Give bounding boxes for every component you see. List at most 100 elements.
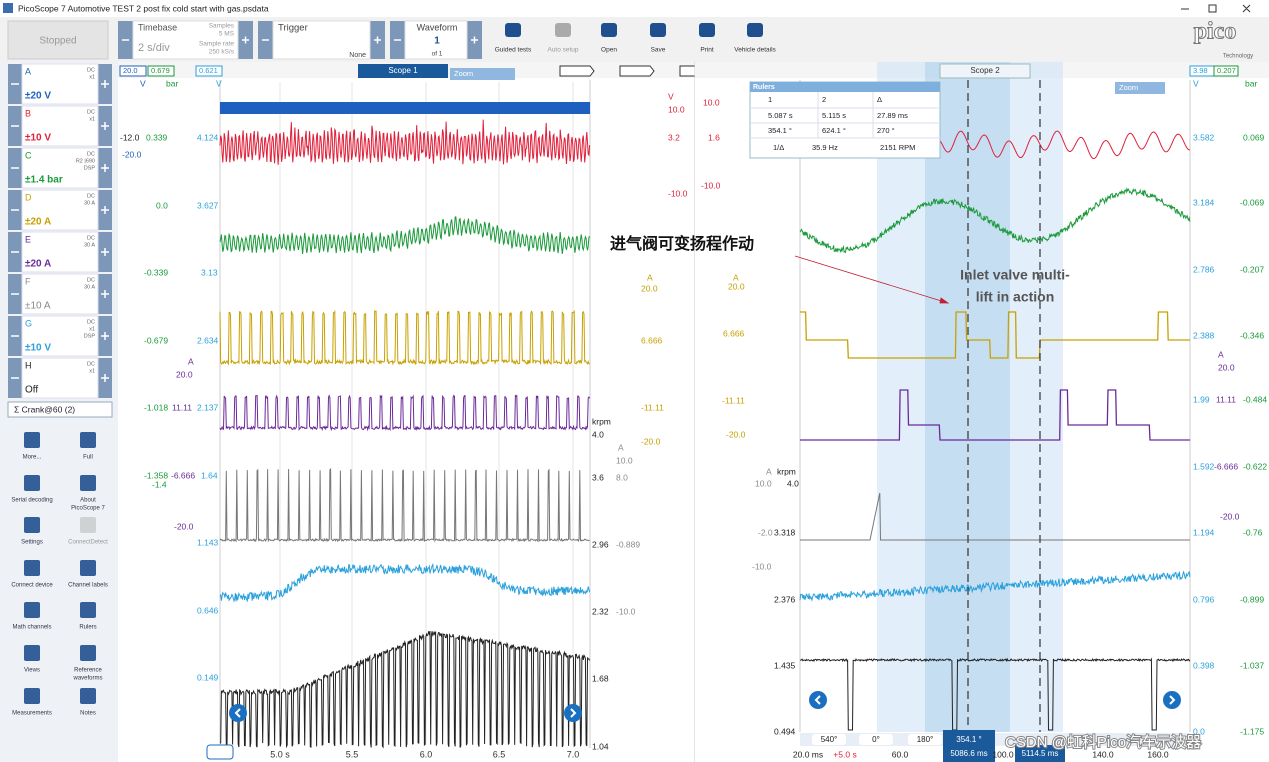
axis-label: 10.0 [616, 455, 633, 465]
tool-icon[interactable] [80, 560, 96, 576]
tool-label[interactable]: Connect device [11, 583, 53, 589]
tool-icon[interactable] [24, 517, 40, 533]
axis-chip-label: 0.679 [151, 66, 170, 75]
tool-icon[interactable] [80, 602, 96, 618]
scope1-tab[interactable] [358, 64, 448, 78]
toolbar-icon[interactable] [699, 23, 715, 37]
channel-info: 30 A [84, 284, 95, 290]
tool-label[interactable]: Serial decoding [11, 498, 52, 504]
rulers-grid [750, 92, 940, 139]
axis-label: 0.069 [1243, 132, 1265, 142]
tool-label[interactable]: Full [83, 455, 93, 461]
zoom-box[interactable] [450, 68, 515, 80]
tool-label[interactable]: Reference [74, 668, 102, 674]
axis-label: -0.484 [1243, 394, 1267, 404]
tool-label[interactable]: About [80, 498, 96, 504]
tool-icon[interactable] [80, 688, 96, 704]
nav-button[interactable] [1163, 691, 1181, 709]
channel-info: DC [87, 67, 95, 73]
tool-icon[interactable] [80, 475, 96, 491]
tool-label[interactable]: Math channels [12, 625, 51, 631]
tool-icon[interactable] [80, 432, 96, 448]
channel-box[interactable] [21, 273, 99, 315]
tool-label[interactable]: Settings [21, 540, 43, 546]
channel-range: ±10 A [25, 301, 51, 312]
scope-tab-label[interactable]: Scope 2 [970, 66, 1000, 75]
nav-button[interactable] [809, 691, 827, 709]
zoom-label[interactable]: Zoom [1119, 83, 1138, 92]
toolbar-button-label[interactable]: Print [700, 47, 714, 54]
tool-icon[interactable] [24, 560, 40, 576]
nav-button[interactable] [229, 704, 247, 722]
tool-label[interactable]: Channel labels [68, 583, 108, 589]
trace-d2 [800, 311, 1190, 359]
tool-icon[interactable] [24, 432, 40, 448]
tool-label[interactable]: waveforms [72, 676, 102, 682]
tool-label[interactable]: Measurements [12, 711, 52, 717]
tool-icon[interactable] [24, 602, 40, 618]
toolbar-button-label[interactable]: Save [651, 47, 666, 54]
tool-icon[interactable] [80, 517, 96, 533]
scope2-tab[interactable] [939, 63, 1031, 79]
run-state[interactable]: Stopped [39, 36, 76, 47]
channel-box[interactable] [21, 147, 99, 189]
timebase-box [132, 20, 239, 60]
label: 1 [434, 36, 440, 47]
tool-icon[interactable] [24, 688, 40, 704]
toolbar-icon[interactable] [747, 23, 763, 37]
axis-label: 10.0 [755, 478, 772, 488]
angle-chip [859, 734, 893, 745]
toolbar-icon[interactable] [601, 23, 617, 37]
tool-icon[interactable] [24, 475, 40, 491]
channel-box[interactable] [21, 105, 99, 147]
tool-icon[interactable] [24, 645, 40, 661]
tool-label[interactable]: Notes [80, 711, 96, 717]
channel-info: R2 |690 [76, 158, 95, 164]
zoom-label[interactable]: Zoom [454, 69, 473, 78]
scroll-thumb[interactable] [206, 744, 234, 760]
channel-signs [11, 290, 109, 298]
zoom-box[interactable] [1115, 82, 1165, 94]
nav-arrow [1169, 695, 1176, 705]
toolbar-button-label[interactable]: Open [601, 47, 617, 54]
toolbar-icon[interactable] [505, 23, 521, 37]
channel-box[interactable] [21, 315, 99, 357]
channel-box[interactable] [21, 357, 99, 399]
rulers-header: 2 [822, 95, 826, 104]
toolbar-icon[interactable] [650, 23, 666, 37]
axis-label: 3.627 [197, 200, 219, 210]
tool-label[interactable]: Rulers [79, 625, 96, 631]
math-channel[interactable] [7, 401, 113, 418]
channel-info: DC [87, 277, 95, 283]
trace-g2 [799, 570, 1191, 602]
axis-label: bar [166, 78, 178, 88]
nav-button[interactable] [564, 704, 582, 722]
toolbar-button-label[interactable]: Auto setup [547, 47, 578, 54]
tool-label[interactable]: Views [24, 668, 40, 674]
channel-box[interactable] [21, 231, 99, 273]
toolbar-button-label[interactable]: Guided tests [495, 47, 532, 54]
tool-label[interactable]: ConnectDetect [68, 540, 108, 546]
toolbar-icon[interactable] [555, 23, 571, 37]
tool-label[interactable]: More... [23, 455, 42, 461]
axis-label: 1.6 [708, 132, 720, 142]
channel-box[interactable] [21, 189, 99, 231]
scope1-area [118, 62, 695, 762]
toolbar-button-label[interactable]: Vehicle details [734, 47, 776, 54]
channel-name: E [25, 234, 31, 244]
trace-a [220, 102, 590, 114]
scope-tab-label[interactable]: Scope 1 [388, 66, 418, 75]
channel-info: x1 [89, 116, 95, 122]
rulers-cell: 2151 RPM [880, 143, 915, 152]
channel-signs [11, 332, 109, 340]
axis-label: -10.0 [752, 561, 772, 571]
angle-tick-label: 540° [821, 735, 838, 744]
channel-box[interactable] [21, 63, 99, 105]
tool-icon[interactable] [80, 645, 96, 661]
trace-e2 [800, 389, 1190, 441]
tool-label[interactable]: PicoScope 7 [71, 506, 105, 512]
run-button[interactable] [7, 20, 109, 60]
axis-label: -0.622 [1243, 461, 1267, 471]
axis-label: 4.0 [787, 478, 799, 488]
math-channel-label[interactable]: Σ Crank@60 (2) [14, 404, 75, 414]
